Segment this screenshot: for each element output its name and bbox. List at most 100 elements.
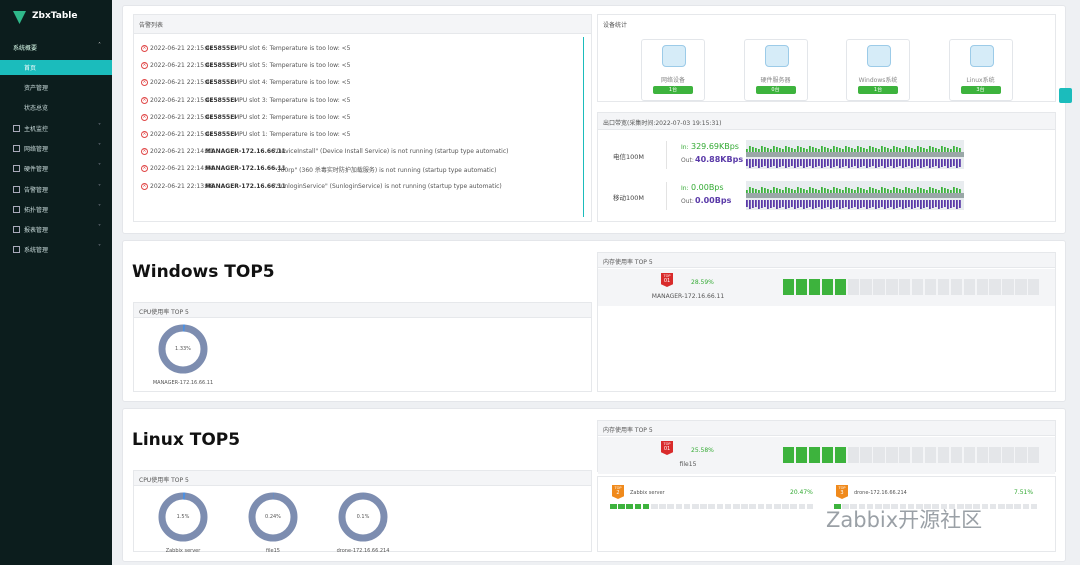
spark-in xyxy=(749,146,751,152)
spark-out xyxy=(875,200,877,209)
spark-out xyxy=(791,200,793,207)
device-card: 硬件服务器 0台 xyxy=(743,39,808,101)
bar-cell xyxy=(675,504,683,509)
spark-in xyxy=(815,148,817,152)
menu-item[interactable]: 硬件管理 xyxy=(24,166,49,174)
spark-out xyxy=(860,200,862,208)
badge-top: TOP xyxy=(663,274,671,278)
spark-in xyxy=(776,188,778,193)
badge: TOP 01 xyxy=(661,273,673,287)
spark-out xyxy=(785,200,787,209)
spark-out xyxy=(887,200,889,208)
donut-host: Zabbix server xyxy=(165,548,201,554)
spark-in xyxy=(824,188,826,193)
bar-cell-on xyxy=(642,504,650,509)
spark-in xyxy=(881,146,883,152)
menu-group[interactable]: 系统概要 xyxy=(13,45,38,52)
spark-out xyxy=(881,200,883,207)
divider xyxy=(666,182,667,210)
spark-out xyxy=(788,200,790,208)
spark-in xyxy=(953,146,955,152)
alert-icon: × xyxy=(141,45,148,52)
spark-in xyxy=(938,190,940,193)
menu-item[interactable]: 网络管理 xyxy=(24,146,49,154)
device-label: Windows系统 xyxy=(858,77,898,84)
bar-cell xyxy=(916,504,923,509)
menu-item[interactable]: 告警管理 xyxy=(24,186,49,194)
bar-cell xyxy=(667,504,675,509)
badge-top: TOP xyxy=(838,486,846,490)
spark-in xyxy=(836,147,838,152)
logo-icon xyxy=(13,11,26,24)
spark-out xyxy=(749,200,751,209)
spark-out xyxy=(758,159,760,168)
spark-out xyxy=(920,200,922,209)
spark-in xyxy=(827,148,829,152)
spark-out xyxy=(830,159,832,168)
bar-cell xyxy=(1028,447,1040,463)
menu-arrow: ˅ xyxy=(98,163,101,171)
spark-in xyxy=(941,146,943,152)
alert-message: MPU slot 2: Temperature is too low: <5 xyxy=(234,113,351,121)
spark-in xyxy=(923,148,925,152)
spark-out xyxy=(941,200,943,208)
spark-out xyxy=(794,200,796,209)
alert-panel: 告警列表 × 2022-06-21 22:15:41 CE5855EI MPU slot… xyxy=(133,14,592,222)
spark-out xyxy=(800,159,802,166)
spark-out xyxy=(746,159,748,166)
bar-cell xyxy=(860,279,872,295)
settings-button[interactable] xyxy=(1059,88,1072,103)
bar-cell xyxy=(1022,504,1030,509)
spark-in xyxy=(947,189,949,193)
spark-in xyxy=(905,187,907,193)
spark-in xyxy=(839,189,841,193)
mem-host: drone-172.16.66.214 xyxy=(854,490,907,496)
spark-out xyxy=(764,159,766,166)
submenu-item[interactable]: 首页 xyxy=(24,65,37,72)
spark-in xyxy=(899,148,901,152)
alert-icon: × xyxy=(141,62,148,70)
out-label: Out: xyxy=(681,157,694,164)
spark-out xyxy=(815,200,817,208)
submenu-item[interactable]: 资产管理 xyxy=(24,85,49,92)
spark-in xyxy=(782,149,784,152)
panel-title: 设备统计 xyxy=(603,22,628,29)
in-label: In: xyxy=(681,185,689,192)
spark-out xyxy=(881,159,883,166)
bar-cell xyxy=(1030,504,1038,509)
spark-out xyxy=(761,159,763,167)
spark-out xyxy=(773,159,775,166)
menu-item[interactable]: 拓扑管理 xyxy=(24,206,49,214)
bar-cell xyxy=(981,504,989,509)
menu-item[interactable]: 报表管理 xyxy=(24,227,49,234)
spark-out xyxy=(803,200,805,209)
badge-rank: 01 xyxy=(663,446,671,452)
spark-in xyxy=(797,146,799,152)
spark-in xyxy=(860,188,862,193)
alert-message: MPU slot 3: Temperature is too low: <5 xyxy=(234,96,351,104)
alert-time: 2022-06-21 22:14:11 xyxy=(150,148,214,156)
spark-out xyxy=(896,159,898,167)
bar-cell-on xyxy=(808,279,821,295)
spark-in xyxy=(815,189,817,193)
out-value: 0.00Bps xyxy=(695,196,732,205)
spark-in xyxy=(875,189,877,193)
spark-out xyxy=(770,159,772,167)
alert-time: 2022-06-21 22:15:41 xyxy=(150,79,214,87)
badge-top: TOP xyxy=(663,442,671,446)
alert-message: MPU slot 5: Temperature is too low: <5 xyxy=(234,62,351,70)
menu-item[interactable]: 主机监控 xyxy=(24,126,49,133)
spark-out xyxy=(827,200,829,207)
alert-host: CE5855EI xyxy=(205,45,237,52)
menu-item[interactable]: 系统管理 xyxy=(24,247,49,255)
spark-in xyxy=(758,190,760,193)
watermark: Zabbix开源社区 xyxy=(826,508,983,532)
submenu-item[interactable]: 状态总览 xyxy=(24,105,49,112)
bar-cell xyxy=(700,504,707,509)
bar-cell xyxy=(989,447,1001,463)
spark-out xyxy=(872,200,874,207)
bar-cell xyxy=(651,504,658,509)
sparkline xyxy=(746,140,964,169)
donut-arc xyxy=(158,324,208,374)
spark-out xyxy=(803,159,805,168)
